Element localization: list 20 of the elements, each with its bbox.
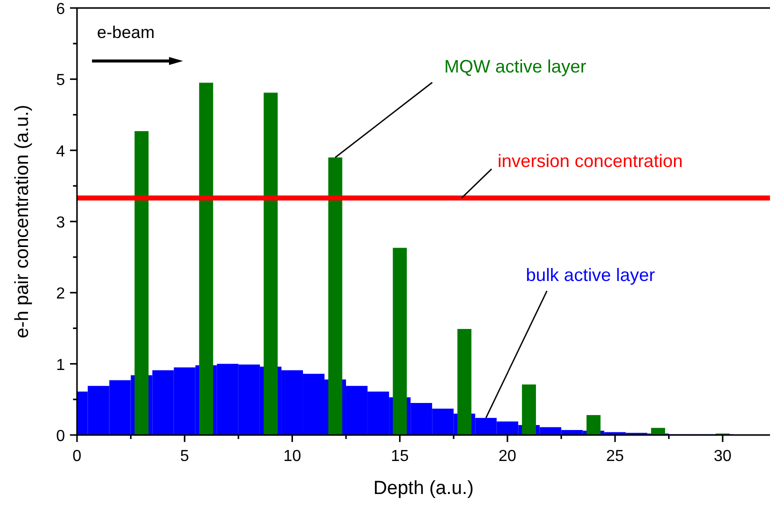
y-tick-label: 0 <box>56 428 66 445</box>
ref-line-label: inversion concentration <box>498 151 683 172</box>
annotation: MQW active layer <box>444 56 586 76</box>
x-axis-title: Depth (a.u.) <box>373 478 474 499</box>
x-tick-label: 30 <box>714 448 732 465</box>
x-tick-label: 15 <box>390 448 409 465</box>
annotation: e-beam <box>97 23 155 42</box>
y-tick-label: 2 <box>56 286 66 303</box>
y-tick-label: 3 <box>56 214 66 232</box>
annotation: bulk active layer <box>526 264 655 285</box>
x-tick-label: 25 <box>606 448 624 465</box>
y-tick-label: 4 <box>56 143 66 160</box>
x-tick-label: 0 <box>72 448 82 465</box>
x-tick-label: 5 <box>180 448 190 465</box>
y-tick-label: 1 <box>56 356 66 374</box>
y-tick-label: 5 <box>56 72 66 90</box>
x-tick-label: 20 <box>498 448 516 465</box>
x-tick-label: 10 <box>283 448 302 465</box>
y-tick-label: 6 <box>56 1 66 18</box>
y-axis-title: e-h pair concentration (a.u.) <box>12 104 33 338</box>
